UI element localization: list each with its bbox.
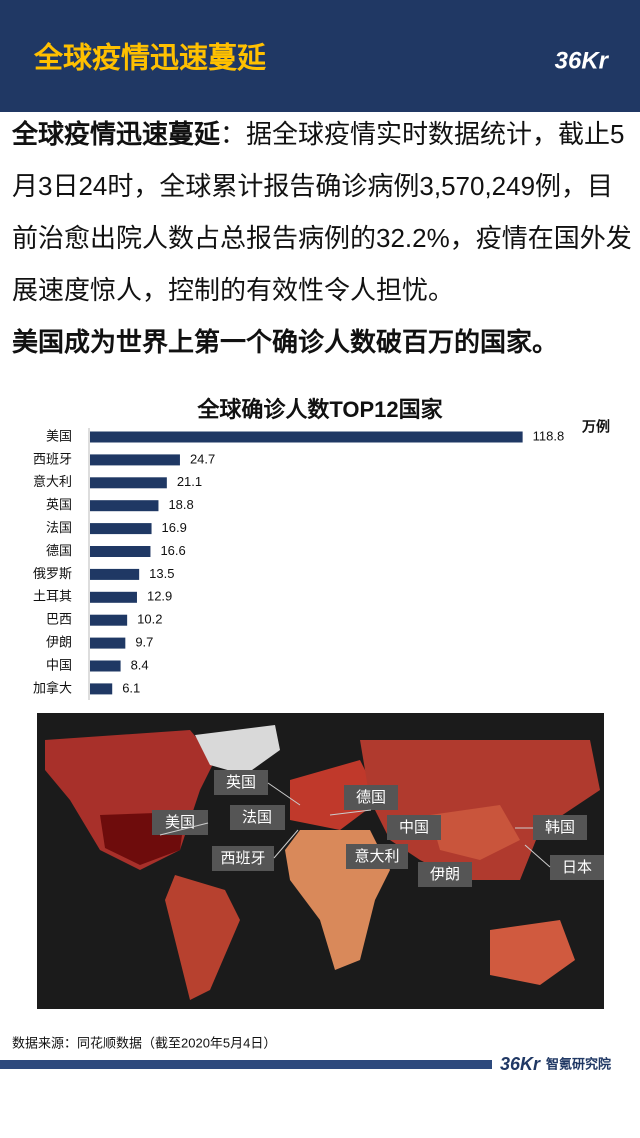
footer-brand: 智氪研究院 [546, 1056, 611, 1071]
map-label-box [418, 862, 472, 887]
intro: 全球疫情迅速蔓延：据全球疫情实时数据统计，截止5月3日24时，全球累计报告确诊病… [12, 108, 632, 368]
category-label: 意大利 [33, 474, 72, 489]
south-america [165, 875, 240, 1000]
intro-highlight: 美国成为世界上第一个确诊人数破百万的国家。 [12, 327, 559, 357]
map-label: 意大利 [354, 847, 399, 865]
map-label: 德国 [356, 788, 386, 806]
bar [90, 546, 151, 557]
bar [90, 683, 113, 695]
bar [90, 637, 126, 649]
map-label: 中国 [399, 819, 429, 836]
greenland [195, 725, 280, 775]
map-label-box [550, 855, 604, 880]
header-logo: 36Kr [555, 47, 610, 74]
category-label: 加拿大 [33, 680, 72, 695]
value-label: 18.8 [168, 497, 193, 512]
map-label: 日本 [562, 859, 592, 876]
category-label: 德国 [46, 543, 72, 558]
map-label: 西班牙 [220, 850, 265, 867]
map-label-box [346, 844, 408, 869]
category-label: 俄罗斯 [33, 566, 72, 581]
bar [90, 500, 159, 512]
map-label-box [533, 815, 587, 840]
value-label: 16.9 [162, 520, 187, 535]
intro-text: ：据全球疫情实时数据统计，截止5月3日24时，全球累计报告确诊病例3,570,2… [12, 119, 632, 305]
map-label-box [387, 815, 441, 840]
value-label: 8.4 [131, 657, 149, 672]
header-title: 全球疫情迅速蔓延 [33, 41, 267, 75]
bar [90, 523, 152, 535]
value-label: 12.9 [147, 589, 172, 604]
bar [90, 591, 137, 603]
value-label: 118.8 [533, 428, 565, 443]
footer-bar [0, 1060, 492, 1069]
map-label: 韩国 [545, 819, 575, 836]
map-label-box [230, 805, 285, 830]
category-label: 英国 [46, 497, 72, 512]
map-label: 英国 [226, 773, 256, 791]
leader-line [524, 844, 551, 868]
bar [90, 660, 121, 672]
value-label: 13.5 [149, 566, 174, 581]
source: 数据来源：同花顺数据（截至2020年5月4日） [12, 1035, 276, 1050]
leader-line [329, 809, 372, 816]
map-label: 美国 [165, 814, 195, 831]
map-label-box [152, 810, 208, 835]
map-label: 伊朗 [430, 866, 460, 883]
map-label-box [344, 785, 398, 810]
map-label: 法国 [242, 809, 272, 826]
bars: 美国 118.8 西班牙 24.7 意大利 21.1 英国 18.8 法国 16.9 德国 16.6 俄… [33, 428, 564, 695]
value-label: 24.7 [190, 451, 215, 466]
value-label: 9.7 [135, 635, 153, 650]
category-label: 巴西 [46, 612, 72, 627]
europe [290, 760, 380, 830]
category-label: 中国 [46, 657, 72, 672]
value-label: 10.2 [137, 612, 162, 627]
category-label: 美国 [46, 428, 72, 443]
category-label: 伊朗 [46, 635, 72, 650]
value-label: 21.1 [177, 474, 202, 489]
value-label: 6.1 [122, 680, 140, 695]
leader-line [159, 822, 209, 836]
header-bar [0, 0, 640, 112]
category-label: 西班牙 [33, 451, 72, 466]
bar [90, 454, 180, 466]
intro-lead: 全球疫情迅速蔓延 [12, 119, 221, 149]
category-label: 土耳其 [33, 589, 72, 604]
map: 英国 美国 法国 德国 中国 韩国 西班牙 意大利 伊朗 日本 [37, 713, 604, 1009]
leader-line [273, 829, 299, 859]
unit-label: 万例 [581, 419, 610, 435]
bar [90, 431, 523, 443]
map-label-box [212, 846, 274, 871]
bar [90, 477, 167, 489]
china [430, 805, 520, 860]
value-label: 16.6 [160, 543, 185, 558]
leader-line [267, 782, 301, 806]
chart-title: 全球确诊人数TOP12国家 [196, 397, 443, 422]
map-label-box [214, 770, 268, 795]
australia [490, 920, 575, 985]
category-label: 法国 [46, 520, 72, 535]
footer-logo: 36Kr [500, 1054, 541, 1074]
bar [90, 614, 128, 626]
bar [90, 568, 140, 580]
